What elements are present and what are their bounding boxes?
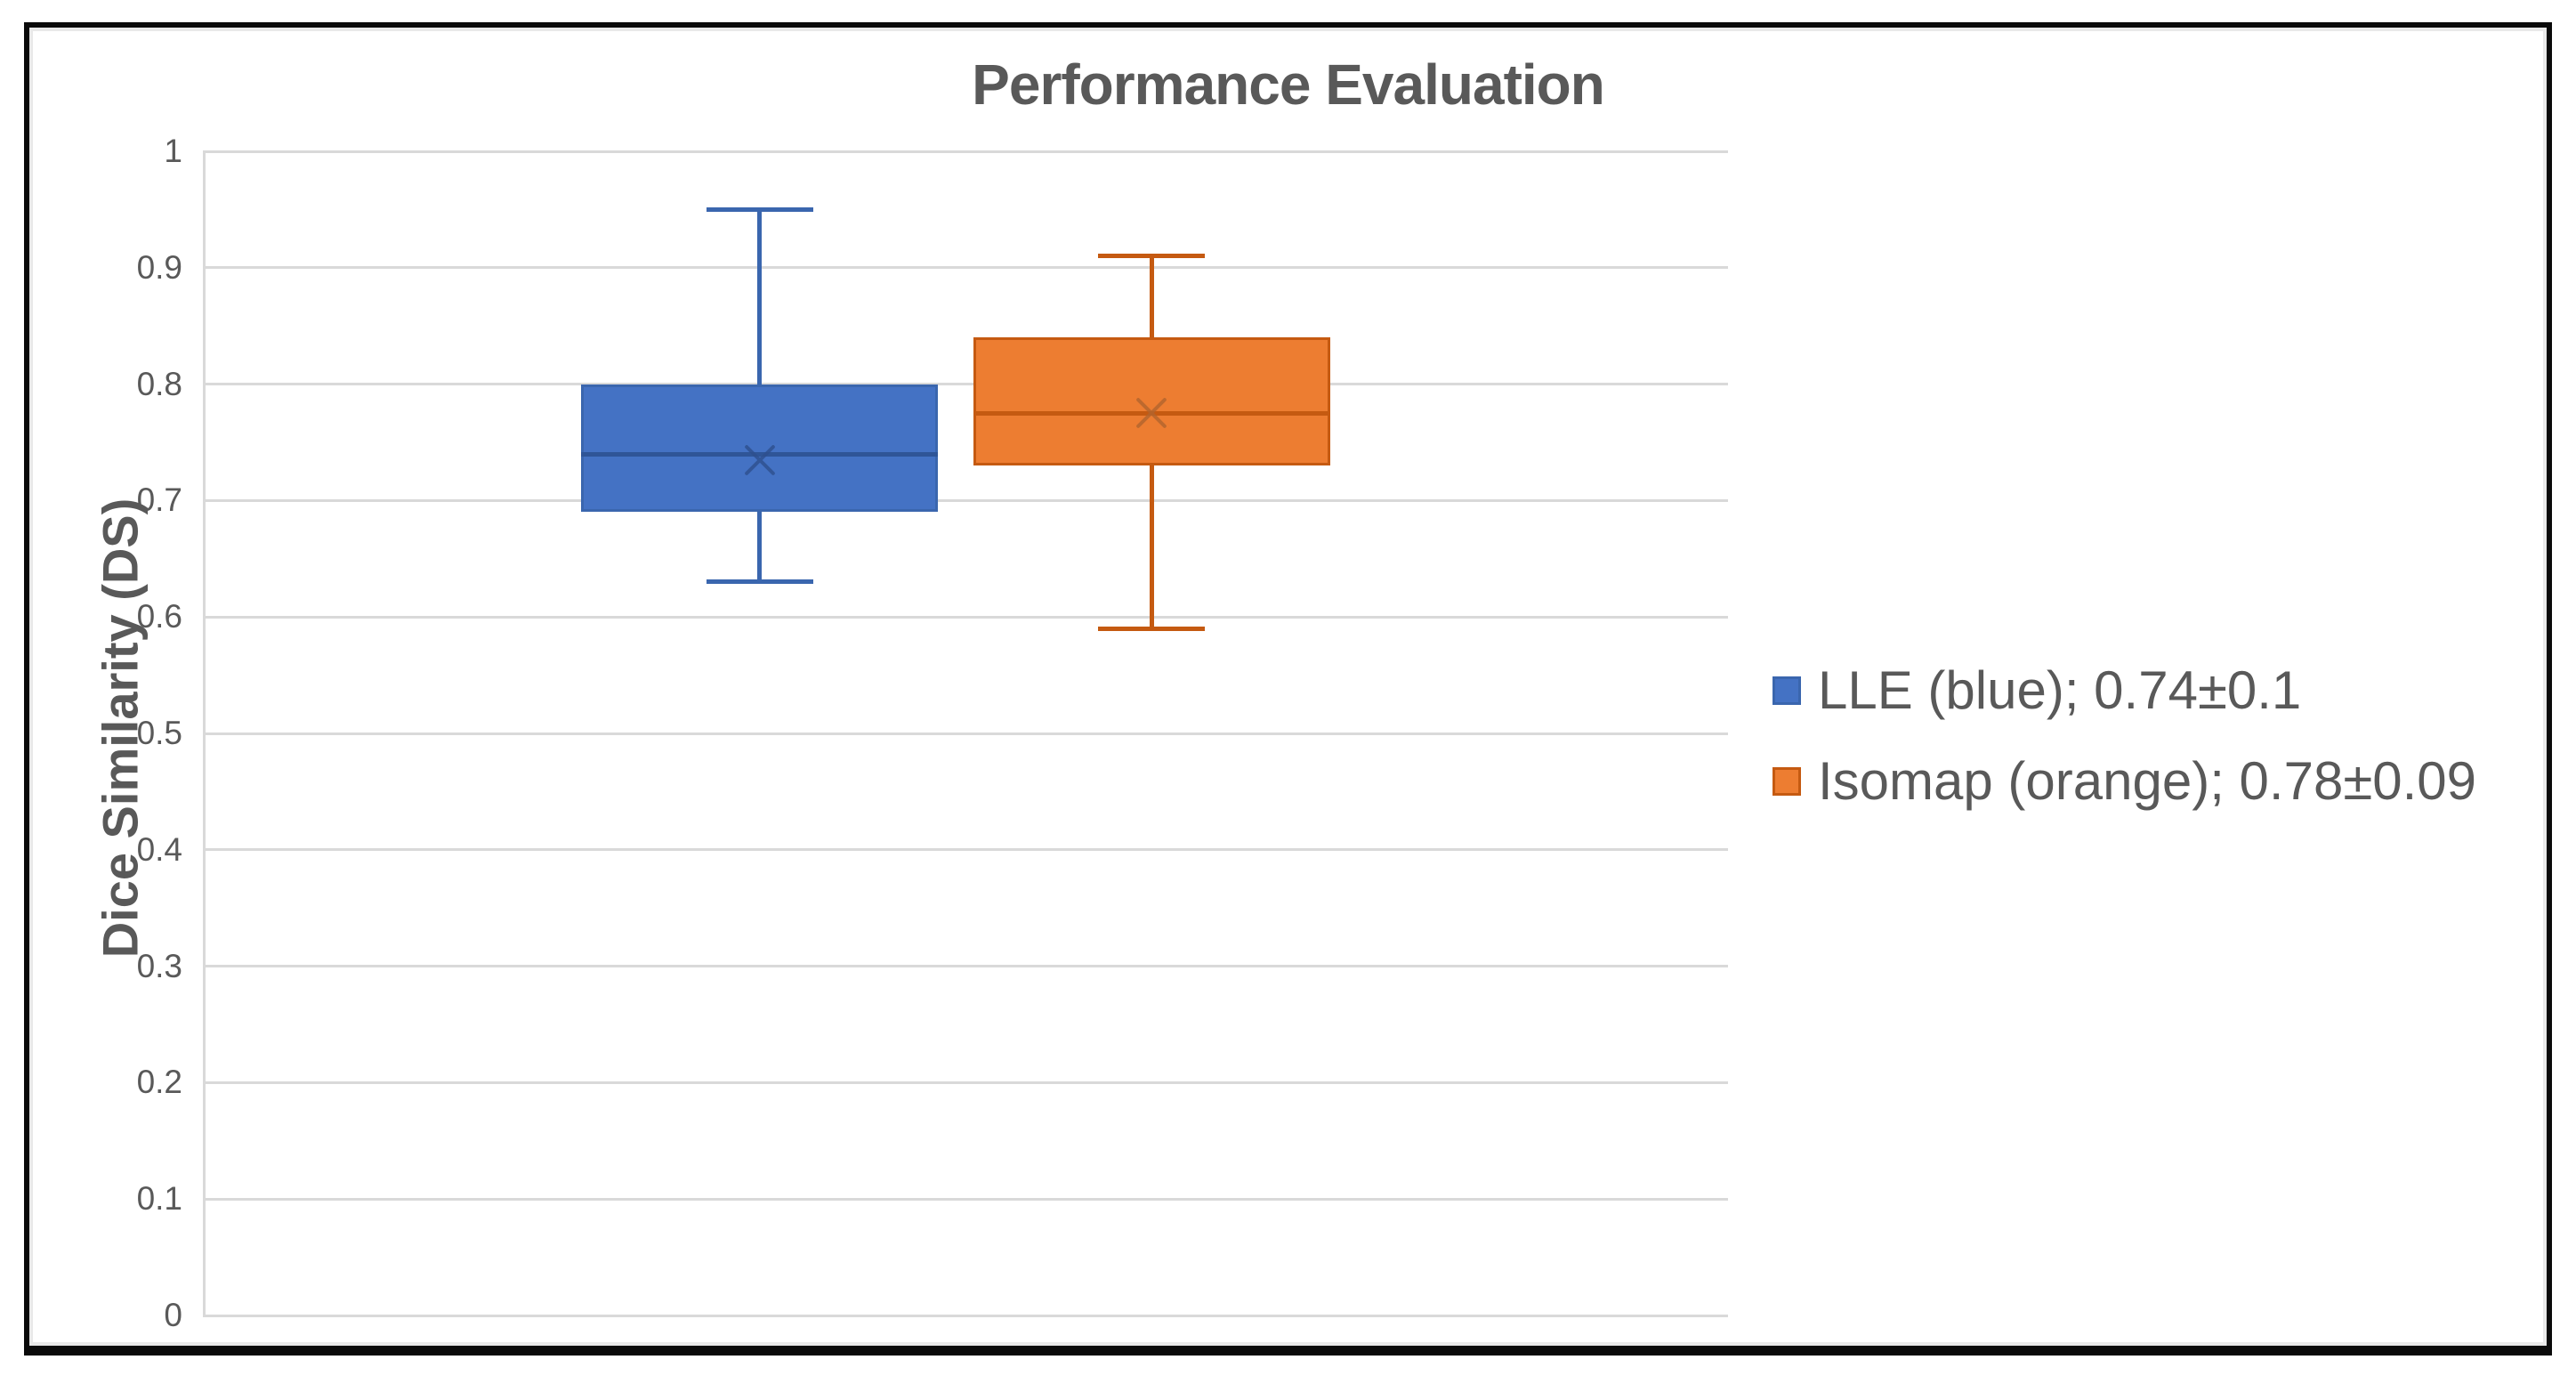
lle-series-swatch-icon [1773, 676, 1801, 705]
whisker-cap-top-isomap [1098, 254, 1206, 259]
gridline [203, 1080, 1728, 1084]
chart-title: Performance Evaluation [972, 53, 1605, 117]
plot-area [203, 150, 1728, 1317]
y-tick-label: 0 [164, 1297, 182, 1333]
gridline [203, 965, 1728, 968]
y-tick-label: 0.6 [136, 598, 182, 635]
gridline [203, 848, 1728, 852]
median-line-lle [581, 451, 939, 457]
gridline [203, 1197, 1728, 1201]
legend-item-isomap: Isomap (orange); 0.78±0.09 [1773, 750, 2476, 812]
whisker-cap-bottom-lle [706, 579, 813, 585]
y-tick-label: 0.7 [136, 482, 182, 519]
legend: LLE (blue); 0.74±0.1 Isomap (orange); 0.… [1773, 660, 2476, 812]
y-axis-tick-labels: 1 0.9 0.8 0.7 0.6 0.5 0.4 0.3 0.2 0.1 0 [36, 133, 182, 1333]
gridline [203, 383, 1728, 386]
y-tick-label: 0.8 [136, 365, 182, 402]
gridline [203, 732, 1728, 735]
legend-label-lle: LLE (blue); 0.74±0.1 [1818, 660, 2302, 720]
mean-x-marker-lle [739, 440, 780, 481]
y-tick-label: 0.1 [136, 1180, 182, 1218]
y-tick-label: 1 [164, 133, 182, 169]
box-isomap [973, 337, 1330, 466]
y-tick-label: 0.9 [136, 248, 182, 286]
gridline [203, 1314, 1728, 1317]
y-tick-label: 0.3 [136, 947, 182, 984]
y-tick-label: 0.2 [136, 1064, 182, 1101]
gridline [203, 150, 1728, 153]
y-tick-label: 0.4 [136, 830, 182, 868]
whisker-cap-bottom-isomap [1098, 626, 1206, 631]
isomap-series-swatch-icon [1773, 766, 1801, 796]
legend-item-lle: LLE (blue); 0.74±0.1 [1773, 660, 2476, 721]
y-tick-label: 0.5 [136, 715, 182, 751]
gridline [203, 615, 1728, 619]
box-lle [581, 384, 939, 513]
mean-x-marker-isomap [1131, 393, 1172, 433]
whisker-cap-top-lle [706, 206, 813, 212]
chart-frame [24, 22, 2552, 1356]
legend-label-isomap: Isomap (orange); 0.78±0.09 [1818, 751, 2477, 811]
gridline [203, 498, 1728, 502]
gridline [203, 266, 1728, 270]
